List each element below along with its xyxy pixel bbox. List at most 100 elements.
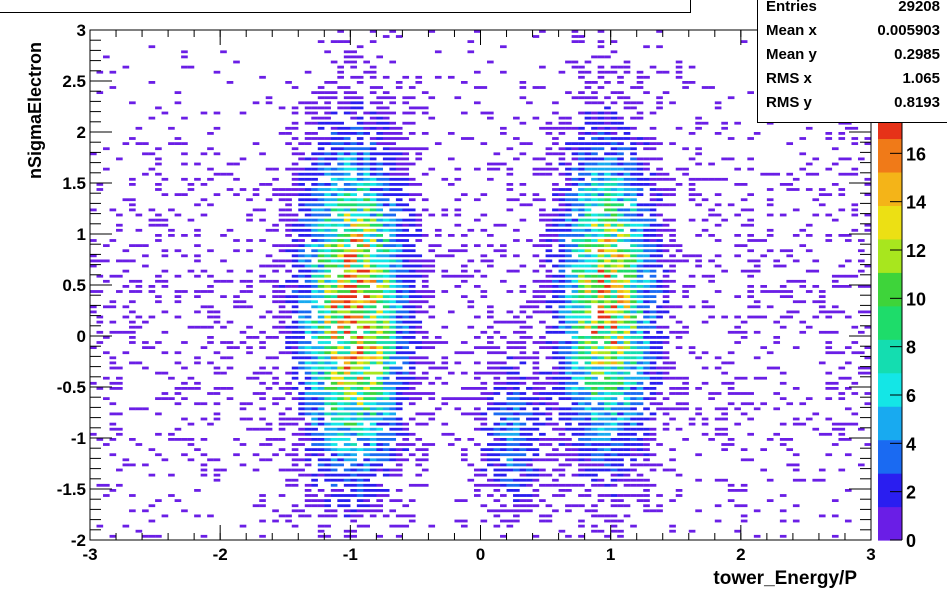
heatmap-cell [669,259,676,263]
heatmap-cell [857,366,865,370]
heatmap-cell [656,45,663,49]
heatmap-cell [389,361,397,365]
heatmap-cell [356,381,364,385]
heatmap-cell [233,177,240,181]
heatmap-cell [669,279,676,283]
heatmap-cell [311,295,318,299]
heatmap-cell [753,534,761,538]
heatmap-cell [597,371,605,375]
heatmap-cell [129,494,136,497]
heatmap-cell [623,259,631,263]
heatmap-cell [291,193,299,197]
heatmap-cell [617,468,624,472]
heatmap-cell [727,392,735,395]
heatmap-cell [565,341,572,344]
heatmap-cell [766,213,774,217]
heatmap-cell [259,534,266,538]
heatmap-cell [519,351,527,355]
heatmap-cell [825,213,833,217]
heatmap-cell [460,371,468,375]
heatmap-cell [636,295,644,299]
heatmap-cell [460,412,468,416]
heatmap-cell [649,356,657,360]
heatmap-cell [213,458,221,462]
heatmap-cell [291,310,299,314]
heatmap-cell [304,254,312,258]
heatmap-cell [200,463,208,467]
heatmap-cell [591,167,598,171]
heatmap-cell [597,325,605,329]
heatmap-cell [630,228,637,232]
heatmap-cell [552,392,559,395]
heatmap-cell [311,121,318,125]
heatmap-cell [578,453,585,457]
heatmap-cell [753,315,761,319]
heatmap-cell [636,172,644,176]
heatmap-cell [500,509,507,513]
palette-tick-label: 2 [906,483,916,503]
heatmap-cell [623,381,631,385]
heatmap-cell [304,346,312,350]
heatmap-cell [304,366,312,370]
heatmap-cell [90,259,97,263]
heatmap-cell [363,341,370,344]
heatmap-cell [630,167,637,171]
heatmap-cell [649,366,657,370]
heatmap-cell [96,70,104,74]
heatmap-cell [623,208,631,212]
heatmap-cell [773,341,781,344]
heatmap-cell [604,290,611,293]
heatmap-cell [630,86,637,89]
heatmap-cell [454,96,462,100]
heatmap-cell [343,254,351,258]
heatmap-cell [311,402,318,406]
heatmap-cell [493,249,501,253]
heatmap-cell [604,106,611,110]
heatmap-cell [330,228,338,232]
heatmap-cell [291,320,299,324]
heatmap-cell [844,157,852,161]
heatmap-cell [356,172,364,176]
heatmap-cell [506,183,514,186]
heatmap-cell [617,341,624,344]
heatmap-cell [382,325,390,329]
heatmap-cell [278,264,286,268]
heatmap-cell [467,351,475,355]
heatmap-cell [304,438,312,441]
heatmap-cell [376,448,384,452]
heatmap-cell [630,422,637,426]
heatmap-cell [617,478,624,482]
heatmap-cell [649,137,657,140]
x-tick-label: -1 [343,545,358,564]
heatmap-cell [825,341,833,344]
heatmap-cell [168,234,175,237]
heatmap-cell [317,422,325,426]
heatmap-cell [304,422,312,426]
heatmap-cell [545,417,553,421]
heatmap-cell [395,167,403,171]
heatmap-cell [812,172,820,176]
heatmap-cell [363,325,370,329]
heatmap-cell [369,483,377,487]
heatmap-cell [389,366,397,370]
heatmap-cell [610,504,618,508]
heatmap-cell [721,177,728,181]
heatmap-cell [389,152,397,156]
heatmap-cell [220,325,227,329]
heatmap-cell [565,448,572,452]
heatmap-cell [649,254,657,258]
heatmap-cell [623,193,631,197]
heatmap-cell [129,137,136,140]
heatmap-cell [155,239,162,242]
heatmap-cell [155,300,162,304]
heatmap-cell [656,188,663,191]
heatmap-cell [623,279,631,283]
heatmap-cell [636,142,644,146]
heatmap-cell [779,183,787,186]
heatmap-cell [851,381,859,385]
heatmap-cell [519,376,527,380]
heatmap-cell [343,494,351,497]
heatmap-cell [428,524,436,528]
heatmap-cell [630,239,637,242]
heatmap-cell [122,458,130,462]
